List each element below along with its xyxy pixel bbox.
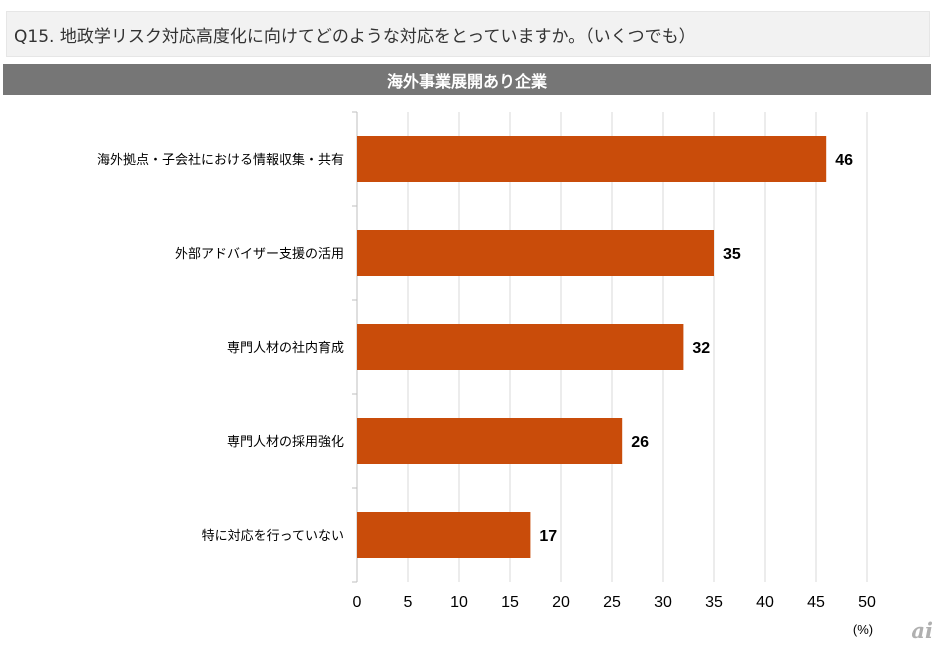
x-tick-label: 5: [404, 594, 413, 611]
bar: [357, 230, 714, 276]
bar: [357, 418, 623, 464]
bar: [357, 512, 531, 558]
data-label: 26: [631, 434, 649, 451]
x-tick-label: 20: [552, 594, 570, 611]
unit-label: (%): [853, 622, 873, 637]
bar: [357, 136, 827, 182]
x-tick-label: 15: [501, 594, 519, 611]
category-label: 専門人材の社内育成: [227, 340, 344, 356]
category-label: 外部アドバイザー支援の活用: [175, 247, 344, 262]
bar: [357, 324, 684, 370]
x-tick-label: 0: [353, 594, 362, 611]
question-text: Q15. 地政学リスク対応高度化に向けてどのような対応をとっていますか。（いくつ…: [6, 11, 930, 57]
x-tick-label: 40: [756, 594, 774, 611]
x-tick-label: 30: [654, 594, 672, 611]
x-tick-label: 10: [450, 594, 468, 611]
x-tick-label: 25: [603, 594, 621, 611]
data-label: 32: [692, 340, 710, 357]
x-tick-label: 50: [858, 594, 876, 611]
data-label: 35: [723, 246, 741, 263]
data-label: 46: [835, 152, 853, 169]
x-tick-label: 35: [705, 594, 723, 611]
data-label: 17: [539, 528, 557, 545]
x-tick-label: 45: [807, 594, 825, 611]
category-label: 特に対応を行っていない: [202, 529, 344, 544]
category-label: 海外拠点・子会社における情報収集・共有: [97, 152, 344, 168]
logo-watermark: ai: [911, 618, 933, 643]
category-label: 専門人材の採用強化: [227, 435, 344, 450]
segment-header: 海外事業展開あり企業: [3, 64, 931, 95]
